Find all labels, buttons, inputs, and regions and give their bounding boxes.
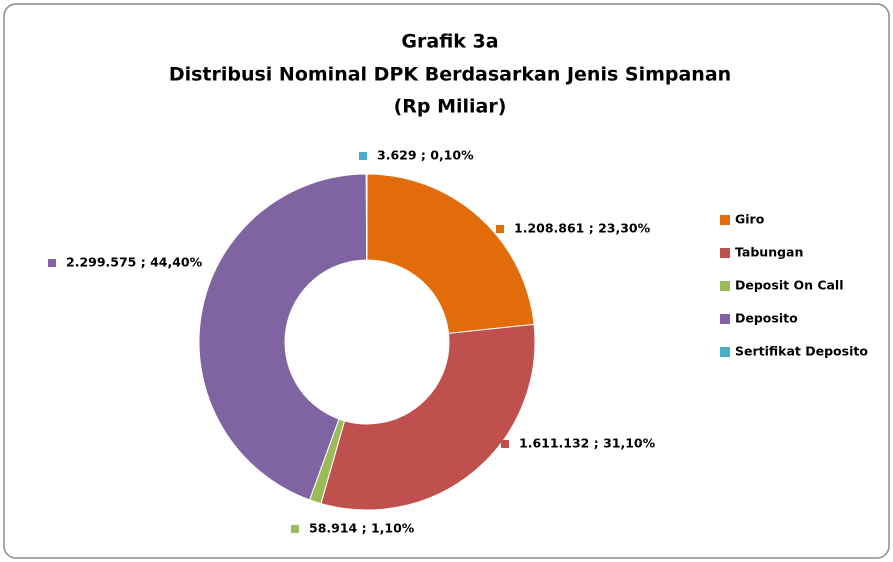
chart-title: Grafik 3a <box>401 31 498 53</box>
donut-segment <box>365 173 368 261</box>
label-marker <box>359 152 367 160</box>
label-marker <box>48 259 56 267</box>
data-label: 58.914 ; 1,10% <box>309 521 415 536</box>
donut-segment <box>198 173 368 501</box>
data-label: 1.611.132 ; 31,10% <box>519 436 656 451</box>
data-label: 3.629 ; 0,10% <box>377 148 474 163</box>
donut-segment <box>320 323 536 511</box>
legend-swatch <box>720 347 730 357</box>
legend-swatch <box>720 281 730 291</box>
legend-swatch <box>720 215 730 225</box>
label-marker <box>501 440 509 448</box>
donut-segment <box>366 173 535 334</box>
legend-label: Giro <box>735 212 765 227</box>
legend-label: Deposit On Call <box>735 278 844 293</box>
legend-label: Sertifikat Deposito <box>735 344 868 359</box>
data-label: 2.299.575 ; 44,40% <box>66 255 203 270</box>
label-marker <box>291 525 299 533</box>
chart-title: (Rp Miliar) <box>394 96 507 118</box>
data-label: 1.208.861 ; 23,30% <box>514 221 651 236</box>
chart-title: Distribusi Nominal DPK Berdasarkan Jenis… <box>169 64 731 86</box>
legend-swatch <box>720 248 730 258</box>
label-marker <box>496 225 504 233</box>
legend-label: Deposito <box>735 311 798 326</box>
legend-swatch <box>720 314 730 324</box>
legend-label: Tabungan <box>735 245 803 260</box>
